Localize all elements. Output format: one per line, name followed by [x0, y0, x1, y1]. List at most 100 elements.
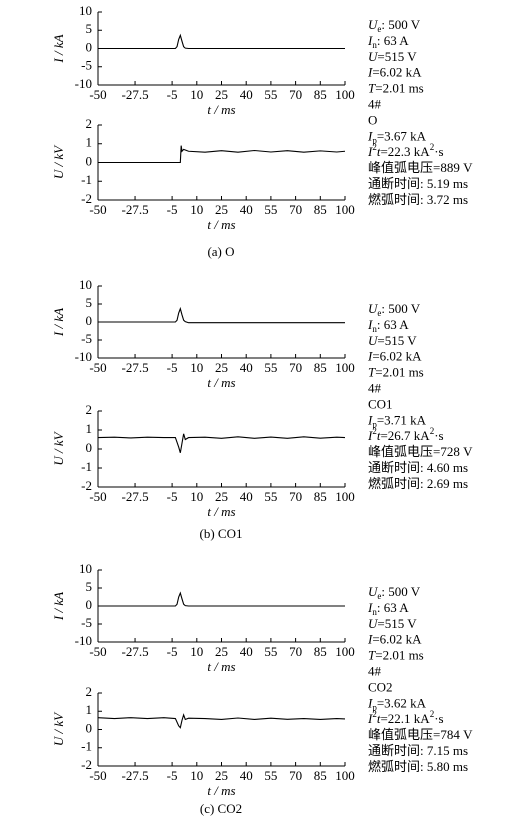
x-tick-label: -5: [167, 644, 178, 659]
x-tick-label: 40: [240, 360, 253, 375]
x-tick-label: 100: [335, 768, 355, 783]
annotation: Ip=3.62 kA: [367, 695, 427, 712]
x-tick-label: 85: [314, 360, 327, 375]
x-tick-label: -5: [167, 360, 178, 375]
x-tick-label: 85: [314, 768, 327, 783]
annotation-run: n: [372, 607, 377, 617]
y-tick-label: -5: [81, 58, 92, 73]
annotation-run: 燃弧时间: 3.72 ms: [368, 192, 468, 207]
annotation-run: t: [377, 711, 381, 726]
y-tick-label: 0: [86, 39, 93, 54]
annotation-run: =2.01 ms: [375, 81, 424, 96]
annotation-run: U: [368, 333, 379, 348]
annotation-run: 通断时间: 4.60 ms: [368, 460, 468, 475]
x-tick-label: 25: [215, 489, 228, 504]
annotation-run: I: [367, 65, 373, 80]
annotation: 燃弧时间: 3.72 ms: [368, 192, 468, 207]
annotation-run: n: [372, 40, 377, 50]
y-tick-label: -10: [75, 76, 92, 91]
series-line: [97, 713, 346, 729]
x-axis-label: t / ms: [207, 375, 235, 390]
x-tick-label: -5: [167, 87, 178, 102]
annotation-run: =22.3 kA: [380, 144, 430, 159]
y-axis-label: I / kA: [51, 592, 66, 621]
caption: (a) O: [207, 244, 234, 259]
annotation-run: I: [367, 317, 373, 332]
x-tick-label: 10: [190, 360, 203, 375]
annotation: 峰值弧电压=889 V: [368, 160, 473, 175]
annotation-run: 通断时间: 7.15 ms: [368, 743, 468, 758]
series-line: [97, 433, 346, 453]
annotation: 峰值弧电压=784 V: [368, 727, 473, 742]
annotation-run: t: [377, 428, 381, 443]
x-tick-label: 55: [264, 360, 277, 375]
annotation-run: 2: [430, 426, 435, 436]
y-tick-label: 2: [86, 684, 93, 699]
annotation: I2t=22.1 kA2·s: [367, 709, 444, 726]
annotation: I=6.02 kA: [367, 349, 422, 364]
annotation: 燃弧时间: 5.80 ms: [368, 759, 468, 774]
y-tick-label: 5: [86, 579, 93, 594]
x-tick-label: 10: [190, 87, 203, 102]
annotation-run: =2.01 ms: [375, 648, 424, 663]
y-tick-label: 2: [86, 402, 93, 417]
series-line: [98, 33, 345, 50]
x-tick-label: -5: [167, 489, 178, 504]
annotation: Ip=3.71 kA: [367, 412, 427, 429]
y-tick-label: 5: [86, 21, 93, 36]
annotation: In: 63 A: [367, 600, 409, 617]
annotation-run: =2.01 ms: [375, 365, 424, 380]
annotation-run: I: [367, 144, 373, 159]
annotation-run: : 63 A: [377, 33, 409, 48]
annotation: O: [368, 112, 377, 127]
annotation-run: =6.02 kA: [372, 65, 422, 80]
x-tick-label: 25: [215, 360, 228, 375]
annotation-run: 燃弧时间: 5.80 ms: [368, 759, 468, 774]
annotation-run: U: [368, 301, 379, 316]
annotation: I2t=26.7 kA2·s: [367, 426, 444, 443]
x-tick-label: 85: [314, 644, 327, 659]
annotation-run: 燃弧时间: 2.69 ms: [368, 476, 468, 491]
annotation-run: =515 V: [377, 49, 417, 64]
x-tick-label: 25: [215, 644, 228, 659]
series-line: [98, 591, 345, 607]
annotation-run: 2: [372, 709, 377, 719]
x-tick-label: -50: [89, 87, 106, 102]
x-tick-label: -27.5: [122, 768, 149, 783]
x-tick-label: 55: [264, 644, 277, 659]
annotation-run: ·s: [434, 144, 443, 159]
x-tick-label: 10: [190, 768, 203, 783]
annotation-run: =515 V: [377, 616, 417, 631]
annotation-run: U: [368, 584, 379, 599]
annotation-run: U: [368, 49, 379, 64]
y-tick-label: 1: [86, 702, 93, 717]
x-tick-label: 55: [264, 768, 277, 783]
annotation-run: T: [368, 648, 376, 663]
annotation-run: I: [367, 412, 373, 427]
y-axis-label: U / kV: [51, 711, 66, 746]
x-tick-label: -27.5: [122, 489, 149, 504]
annotation-run: I: [367, 128, 373, 143]
annotation-run: 2: [430, 142, 435, 152]
annotation: U=515 V: [368, 49, 417, 64]
x-tick-label: -5: [167, 202, 178, 217]
x-tick-label: 40: [240, 489, 253, 504]
x-tick-label: 10: [190, 202, 203, 217]
y-tick-label: -2: [81, 478, 92, 493]
annotation: 4#: [368, 96, 382, 111]
annotation-run: =22.1 kA: [380, 711, 430, 726]
annotation-run: : 500 V: [381, 17, 420, 32]
annotation: In: 63 A: [367, 33, 409, 50]
y-tick-label: -10: [75, 349, 92, 364]
y-tick-label: 10: [79, 277, 92, 292]
x-tick-label: 10: [190, 644, 203, 659]
annotation: 通断时间: 4.60 ms: [368, 460, 468, 475]
annotation: Ue: 500 V: [368, 584, 421, 601]
annotation-run: CO2: [368, 679, 393, 694]
annotation: Ue: 500 V: [368, 301, 421, 318]
annotation-run: U: [368, 616, 379, 631]
annotation-run: : 500 V: [381, 301, 420, 316]
x-axis-label: t / ms: [207, 659, 235, 674]
annotation: 峰值弧电压=728 V: [368, 444, 473, 459]
